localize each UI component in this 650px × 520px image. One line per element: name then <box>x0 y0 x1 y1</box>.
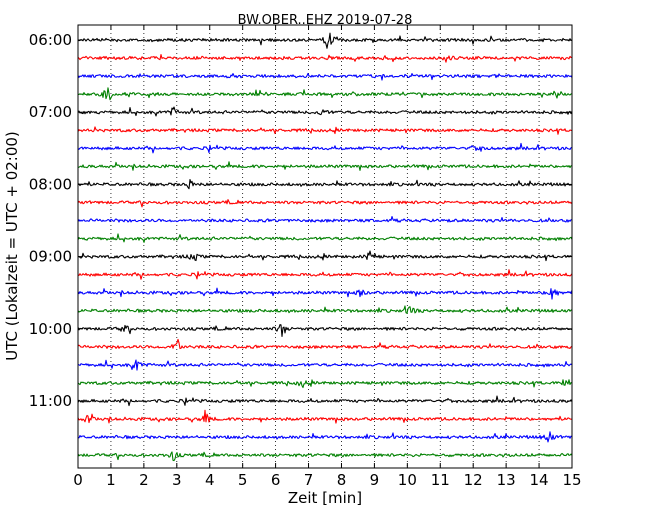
x-tick-label: 1 <box>106 471 116 489</box>
y-tick-label: 06:00 <box>29 31 72 49</box>
trace-1000 <box>77 324 573 337</box>
x-tick-label: 4 <box>205 471 215 489</box>
trace-0715 <box>77 126 573 135</box>
x-tick-label: 7 <box>304 471 314 489</box>
x-tick-label: 3 <box>172 471 182 489</box>
y-tick-label: 08:00 <box>29 175 72 193</box>
trace-0600 <box>77 32 573 49</box>
trace-0800 <box>77 178 573 190</box>
trace-0830 <box>77 215 573 223</box>
x-tick-label: 0 <box>73 471 83 489</box>
x-tick-label: 10 <box>398 471 417 489</box>
plot-frame <box>77 24 573 469</box>
trace-0730 <box>77 142 573 154</box>
y-axis-label: UTC (Lokalzeit = UTC + 02:00) <box>3 131 21 361</box>
x-axis-label: Zeit [min] <box>288 489 362 507</box>
trace-0900 <box>77 250 573 262</box>
trace-0630 <box>77 72 573 81</box>
trace-1015 <box>77 338 573 350</box>
x-tick-label: 13 <box>497 471 516 489</box>
x-tick-label: 12 <box>464 471 483 489</box>
x-tick-label: 5 <box>238 471 248 489</box>
trace-1130 <box>77 431 573 443</box>
y-tick-label: 09:00 <box>29 248 72 266</box>
trace-0915 <box>77 269 573 280</box>
x-tick-label: 15 <box>562 471 581 489</box>
trace-0645 <box>77 87 573 101</box>
y-tick-label: 10:00 <box>29 320 72 338</box>
x-tick-label: 2 <box>139 471 149 489</box>
trace-0700 <box>77 106 573 117</box>
trace-1045 <box>77 379 573 389</box>
trace-0930 <box>77 287 573 300</box>
trace-0745 <box>77 161 573 171</box>
trace-1030 <box>77 359 573 371</box>
trace-0815 <box>77 199 573 208</box>
x-tick-label: 14 <box>530 471 549 489</box>
x-tick-label: 11 <box>431 471 450 489</box>
trace-1145 <box>77 451 573 462</box>
y-tick-label: 11:00 <box>29 392 72 410</box>
axis-ticks: 0 1 2 3 4 5 6 7 8 9 10 11 12 13 14 1506:0007:0008:0009:… <box>29 25 582 489</box>
x-tick-label: 9 <box>370 471 380 489</box>
trace-0845 <box>77 233 573 243</box>
trace-0945 <box>77 305 573 314</box>
trace-0615 <box>77 54 573 63</box>
trace-1115 <box>77 409 573 424</box>
chart-title: BW.OBER..EHZ 2019-07-28 <box>238 13 413 28</box>
trace-group <box>77 32 573 462</box>
x-tick-label: 8 <box>337 471 347 489</box>
trace-1100 <box>77 395 573 407</box>
x-tick-label: 6 <box>271 471 281 489</box>
y-tick-label: 07:00 <box>29 103 72 121</box>
